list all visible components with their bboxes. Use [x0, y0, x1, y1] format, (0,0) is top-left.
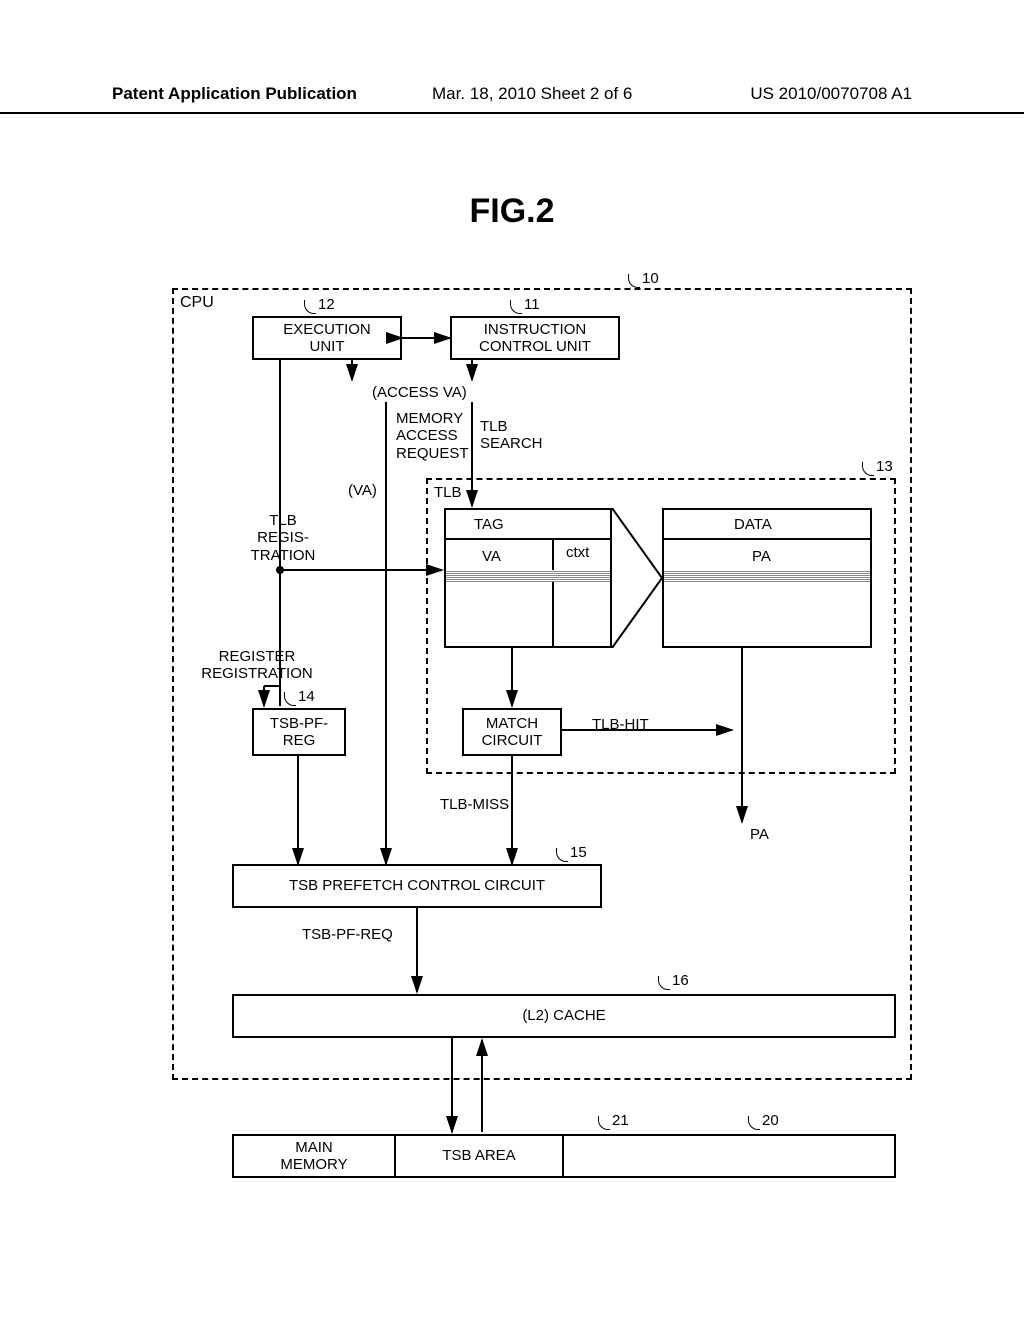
data-row-divider — [662, 538, 872, 540]
tlb-angle-connector — [612, 508, 662, 648]
ref-11: 11 — [524, 296, 540, 313]
tag-col-divider — [552, 538, 554, 648]
tsb-prefetch-label: TSB PREFETCH CONTROL CIRCUIT — [289, 877, 545, 894]
diagram-canvas: CPU 10 EXECUTION UNIT 12 INSTRUCTION CON… — [172, 270, 912, 1210]
cpu-label: CPU — [180, 294, 214, 312]
execution-unit-box: EXECUTION UNIT — [252, 316, 402, 360]
header-center: Mar. 18, 2010 Sheet 2 of 6 — [432, 84, 632, 104]
tlb-registration-label: TLB REGIS- TRATION — [240, 512, 326, 564]
ref-13: 13 — [876, 458, 893, 475]
match-circuit-box: MATCH CIRCUIT — [462, 708, 562, 756]
pa-col-label: PA — [752, 548, 771, 565]
main-memory-box: MAIN MEMORY TSB AREA — [232, 1134, 896, 1178]
figure-title: FIG.2 — [0, 192, 1024, 231]
page-header: Patent Application Publication Mar. 18, … — [0, 84, 1024, 114]
execution-unit-label: EXECUTION UNIT — [283, 321, 371, 356]
pa-out-label: PA — [750, 826, 769, 843]
cache-box: (L2) CACHE — [232, 994, 896, 1038]
data-shaded-row — [664, 570, 870, 582]
tsb-pf-reg-box: TSB-PF- REG — [252, 708, 346, 756]
match-circuit-label: MATCH CIRCUIT — [482, 715, 543, 750]
ref-21: 21 — [612, 1112, 629, 1129]
header-right: US 2010/0070708 A1 — [750, 84, 912, 104]
ref-12: 12 — [318, 296, 335, 313]
ctxt-col-label: ctxt — [566, 544, 589, 561]
instruction-control-label: INSTRUCTION CONTROL UNIT — [479, 321, 591, 356]
ref-curve-21 — [598, 1116, 610, 1130]
ref-curve-10 — [628, 274, 640, 288]
ref-14: 14 — [298, 688, 315, 705]
tlb-hit-label: TLB-HIT — [592, 716, 649, 733]
ref-20: 20 — [762, 1112, 779, 1129]
tsb-pf-req-label: TSB-PF-REQ — [302, 926, 393, 943]
va-col-label: VA — [482, 548, 501, 565]
tag-row-divider — [444, 538, 612, 540]
cache-label: (L2) CACHE — [522, 1007, 605, 1024]
ref-15: 15 — [570, 844, 587, 861]
tsb-area-label: TSB AREA — [394, 1136, 564, 1176]
ref-10: 10 — [642, 270, 659, 287]
tlb-label: TLB — [434, 484, 462, 501]
main-memory-label: MAIN MEMORY — [234, 1136, 394, 1176]
instruction-control-box: INSTRUCTION CONTROL UNIT — [450, 316, 620, 360]
memory-access-request-label: MEMORY ACCESS REQUEST — [396, 410, 469, 462]
access-va-label: (ACCESS VA) — [372, 384, 467, 401]
ref-16: 16 — [672, 972, 689, 989]
tlb-miss-label: TLB-MISS — [440, 796, 509, 813]
tag-shaded-row — [446, 570, 610, 582]
header-left: Patent Application Publication — [112, 84, 357, 104]
tsb-pf-reg-label: TSB-PF- REG — [270, 715, 328, 750]
tlb-search-label: TLB SEARCH — [480, 418, 543, 453]
register-registration-label: REGISTER REGISTRATION — [192, 648, 322, 683]
tsb-prefetch-box: TSB PREFETCH CONTROL CIRCUIT — [232, 864, 602, 908]
va-paren-label: (VA) — [348, 482, 377, 499]
ref-curve-20 — [748, 1116, 760, 1130]
